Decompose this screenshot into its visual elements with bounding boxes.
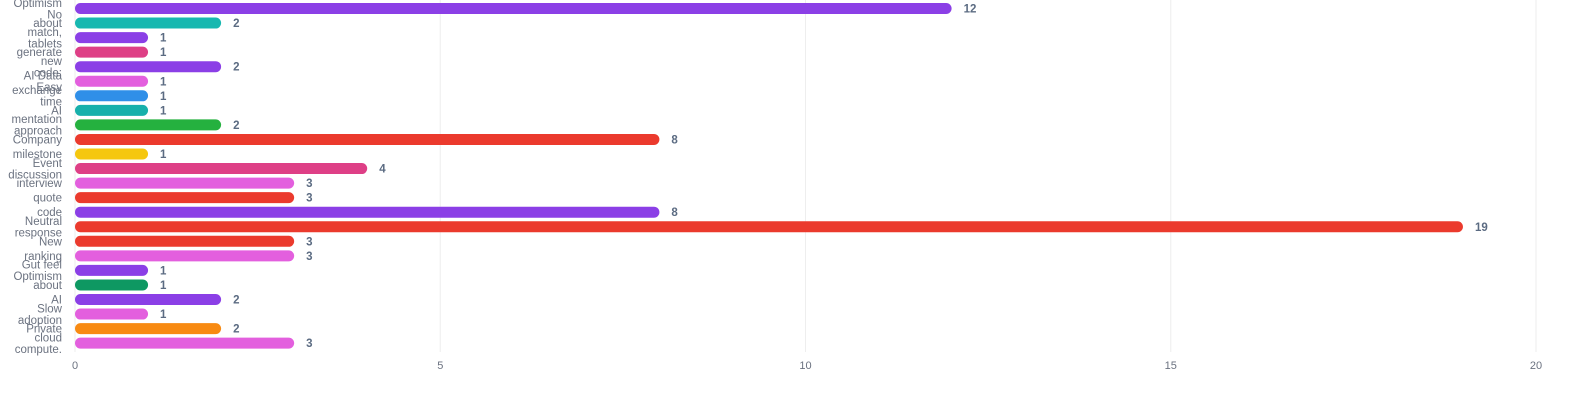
x-tick-label: 5 — [437, 360, 443, 372]
bar-value-label: 3 — [306, 193, 312, 205]
bar-value-label: 1 — [160, 149, 167, 161]
grid-layer — [74, 0, 1537, 352]
bar-value-label: 8 — [671, 207, 678, 219]
category-label: Event — [33, 158, 63, 170]
category-label: match, — [27, 27, 62, 39]
bar-value-label: 1 — [160, 91, 167, 103]
category-label: AI — [51, 105, 62, 117]
bar-value-label: 2 — [233, 18, 239, 30]
bar[interactable] — [75, 279, 149, 291]
bar[interactable] — [75, 61, 222, 73]
bar-value-label: 4 — [379, 164, 386, 176]
x-tick-label: 20 — [1530, 360, 1542, 372]
bar[interactable] — [75, 148, 149, 160]
category-label: adoption — [18, 315, 62, 327]
category-label-layer: OptimismNoaboutmatch,tabletsgeneratenewc… — [8, 0, 63, 356]
bar-value-label: 3 — [306, 251, 312, 263]
bar[interactable] — [75, 177, 295, 189]
x-tick-label: 15 — [1165, 360, 1177, 372]
bar-value-label: 1 — [160, 76, 167, 88]
category-label: Easy — [36, 82, 62, 94]
category-label: response — [15, 228, 62, 240]
category-label: code — [37, 207, 62, 219]
category-label: cloud — [35, 332, 63, 344]
bar[interactable] — [75, 32, 149, 44]
bar-value-label: 3 — [306, 236, 312, 248]
bar-value-label: 3 — [306, 178, 312, 190]
category-label: Optimism — [13, 0, 62, 10]
category-label: exchange — [12, 85, 62, 97]
category-label: Optimism — [13, 271, 62, 283]
bar[interactable] — [75, 250, 295, 262]
category-label: compute. — [15, 344, 62, 356]
bar[interactable] — [75, 221, 1463, 233]
bar[interactable] — [75, 235, 295, 247]
category-label: new — [41, 56, 63, 68]
category-label: Gut feel — [22, 260, 62, 272]
bar-value-label: 12 — [964, 4, 977, 16]
category-label: milestone — [13, 149, 62, 161]
bar[interactable] — [75, 104, 149, 116]
category-label: Slow — [37, 303, 63, 315]
category-label: Neutral — [25, 216, 62, 228]
bar[interactable] — [75, 323, 222, 335]
bar[interactable] — [75, 75, 149, 87]
bar-value-label: 1 — [160, 265, 167, 277]
bar[interactable] — [75, 206, 660, 218]
category-label: New — [39, 236, 63, 248]
category-label: ranking — [24, 251, 62, 263]
bar-value-label: 1 — [160, 47, 167, 59]
bar[interactable] — [75, 119, 222, 131]
bar[interactable] — [75, 294, 222, 305]
bar-value-label: 2 — [233, 62, 239, 74]
bar-value-label: 2 — [233, 295, 239, 307]
bar[interactable] — [75, 308, 149, 320]
category-label: about — [33, 280, 63, 292]
bar-value-label: 1 — [160, 280, 167, 292]
bar-value-label: 1 — [160, 309, 167, 321]
category-label: tablets — [28, 38, 62, 50]
bar[interactable] — [75, 3, 952, 14]
bar[interactable] — [75, 46, 149, 58]
category-label: AI — [51, 295, 62, 307]
bar-value-label: 2 — [233, 120, 239, 132]
category-label: No — [47, 9, 62, 21]
bar[interactable] — [75, 192, 295, 204]
x-tick-layer: 0 5 10 15 20 — [72, 360, 1542, 372]
category-label: time — [40, 97, 62, 109]
bar[interactable] — [75, 163, 368, 175]
bar-value-label: 3 — [306, 338, 312, 350]
x-tick-label: 10 — [799, 360, 811, 372]
category-label: interview — [17, 178, 63, 190]
bar-value-label: 1 — [160, 105, 167, 117]
bar[interactable] — [75, 133, 660, 145]
x-tick-label: 0 — [72, 360, 78, 372]
category-label: generate — [17, 47, 62, 59]
bar-value-label: 2 — [233, 324, 239, 336]
category-label: code: — [34, 67, 62, 79]
bar-value-label: 1 — [160, 33, 167, 45]
category-label: Private — [26, 324, 62, 336]
category-label: discussion — [8, 169, 62, 181]
category-label: quote — [33, 193, 62, 205]
bar-value-label: 8 — [671, 134, 678, 146]
bar[interactable] — [75, 337, 295, 349]
category-label: about — [33, 18, 63, 30]
bar[interactable] — [75, 90, 149, 102]
category-label: AI Data — [24, 71, 63, 83]
bar[interactable] — [75, 264, 149, 276]
bar[interactable] — [75, 17, 222, 29]
category-label: mentation — [11, 114, 62, 126]
bar-value-label: 19 — [1475, 222, 1488, 234]
category-label: approach — [14, 126, 62, 138]
category-label: Company — [13, 134, 62, 146]
